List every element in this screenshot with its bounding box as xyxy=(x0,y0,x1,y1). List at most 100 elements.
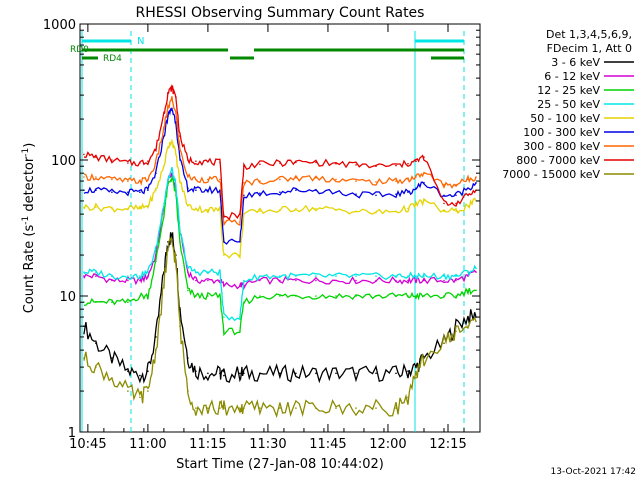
data-point xyxy=(147,390,149,392)
data-point xyxy=(455,202,457,205)
data-point xyxy=(223,221,225,223)
data-point xyxy=(423,200,425,202)
data-point xyxy=(443,295,445,297)
data-point xyxy=(83,206,85,208)
series-line xyxy=(83,84,477,221)
data-point xyxy=(355,279,357,282)
data-point xyxy=(179,241,181,243)
data-point xyxy=(187,187,189,189)
data-point xyxy=(187,357,189,359)
y-axis-label: Count Rate (s-1 detector-1) xyxy=(21,143,37,314)
data-point xyxy=(375,194,377,197)
data-point xyxy=(243,279,245,282)
data-point xyxy=(259,279,261,282)
data-point xyxy=(407,275,409,277)
data-point xyxy=(207,161,209,163)
y-tick-label: 1000 xyxy=(43,18,76,33)
series-25-50-kev xyxy=(83,166,477,322)
data-point xyxy=(355,180,357,182)
data-point xyxy=(475,320,477,323)
data-point xyxy=(295,275,297,277)
data-point xyxy=(111,275,113,277)
data-point xyxy=(195,160,197,162)
data-point xyxy=(207,407,209,409)
data-point xyxy=(175,184,177,187)
data-point xyxy=(279,372,281,375)
data-point xyxy=(83,357,85,359)
data-point xyxy=(407,207,409,210)
data-point xyxy=(187,289,189,292)
data-point xyxy=(443,275,445,277)
data-point xyxy=(335,191,337,193)
data-point xyxy=(163,112,165,115)
data-point xyxy=(111,357,113,359)
data-point xyxy=(407,279,409,282)
data-point xyxy=(335,162,337,165)
data-point xyxy=(395,279,397,282)
data-point xyxy=(195,271,197,273)
data-point xyxy=(187,176,189,178)
data-point xyxy=(315,207,317,210)
data-point xyxy=(195,407,197,409)
data-point xyxy=(375,372,377,375)
data-point xyxy=(239,330,241,333)
data-point xyxy=(163,165,165,167)
footer-timestamp: 13-Oct-2021 17:42 xyxy=(551,467,636,477)
x-tick-label: 11:45 xyxy=(309,437,346,452)
data-point xyxy=(443,279,445,282)
data-point xyxy=(423,357,425,359)
data-point xyxy=(83,176,85,178)
data-point xyxy=(219,209,221,211)
legend-entry-label: 7000 - 15000 keV xyxy=(502,168,600,181)
data-point xyxy=(295,189,297,191)
data-point xyxy=(455,183,457,186)
data-point xyxy=(415,187,417,189)
x-tick-label: 10:45 xyxy=(69,437,106,452)
series-line xyxy=(83,140,477,260)
data-point xyxy=(163,135,165,137)
data-point xyxy=(83,153,85,156)
data-point xyxy=(223,316,225,318)
legend-entry-label: 100 - 300 keV xyxy=(523,126,600,139)
data-point xyxy=(223,284,225,287)
x-tick-label: 12:00 xyxy=(369,437,406,452)
data-point xyxy=(355,372,357,375)
data-point xyxy=(95,156,97,158)
data-point xyxy=(207,189,209,191)
legend-entry-label: 6 - 12 keV xyxy=(544,70,600,83)
data-point xyxy=(95,275,97,277)
data-point xyxy=(259,210,261,212)
data-point xyxy=(139,180,141,182)
data-point xyxy=(295,295,297,297)
data-point xyxy=(187,390,189,392)
data-point xyxy=(443,183,445,186)
data-point xyxy=(163,127,165,130)
x-tick-label: 12:15 xyxy=(429,437,466,452)
series-line xyxy=(83,172,477,291)
data-point xyxy=(187,159,189,161)
data-point xyxy=(219,372,221,375)
data-point xyxy=(355,407,357,409)
data-point xyxy=(223,254,225,256)
data-point xyxy=(155,248,157,251)
data-point xyxy=(155,162,157,164)
data-point xyxy=(407,162,409,165)
data-point xyxy=(415,203,417,206)
data-point xyxy=(95,189,97,191)
data-point xyxy=(355,210,357,212)
series-100-300-kev xyxy=(83,107,477,245)
legend-header: Det 1,3,4,5,6,9, xyxy=(546,28,632,41)
data-point xyxy=(111,178,113,181)
data-point xyxy=(207,209,209,211)
data-point xyxy=(423,172,425,174)
data-point xyxy=(423,156,425,158)
data-point xyxy=(315,279,317,282)
data-point xyxy=(127,162,129,164)
series-300-800-kev xyxy=(83,96,477,227)
data-point xyxy=(355,275,357,277)
data-point xyxy=(243,165,245,167)
data-point xyxy=(195,295,197,297)
data-point xyxy=(259,180,261,182)
data-point xyxy=(467,271,469,273)
data-point xyxy=(207,279,209,282)
